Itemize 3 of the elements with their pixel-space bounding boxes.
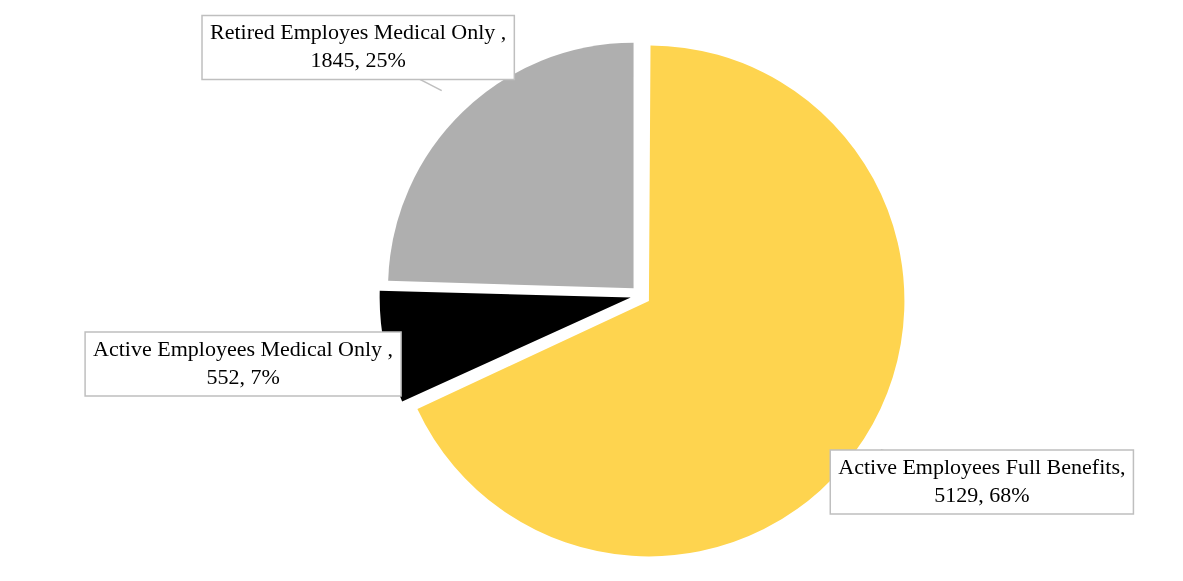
slice-label: Retired Employes Medical Only , 1845, 25% <box>210 19 507 73</box>
slice-label: Active Employees Medical Only , 552, 7% <box>93 335 394 389</box>
slice-label: Active Employees Full Benefits, 5129, 68% <box>838 453 1126 507</box>
